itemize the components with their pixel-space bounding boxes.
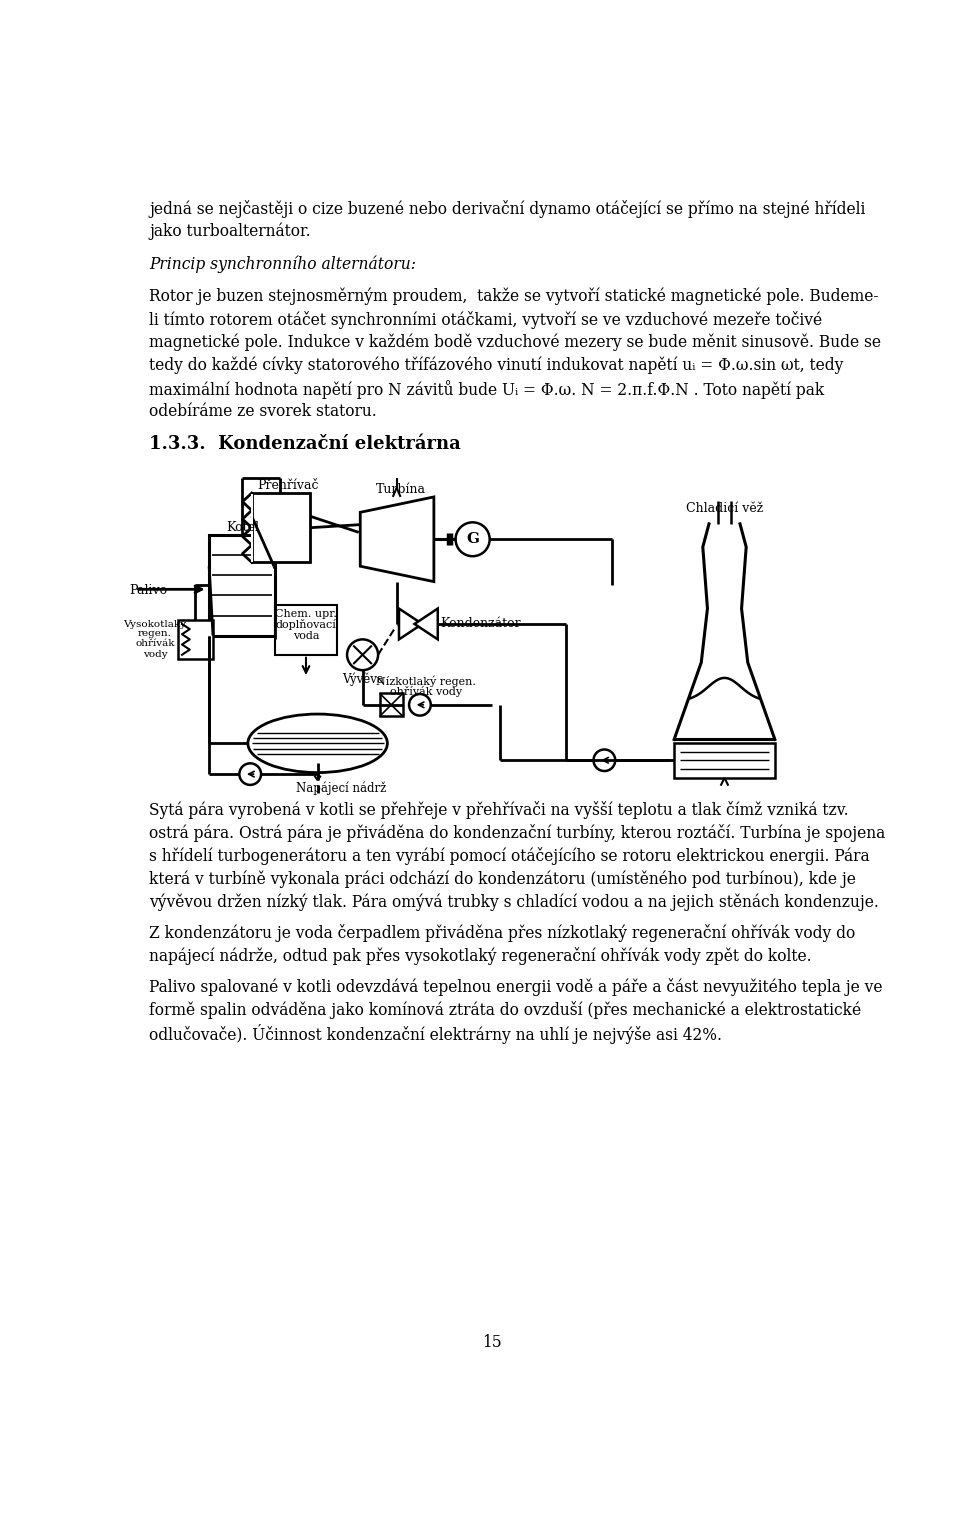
Text: Chladicí věž: Chladicí věž (685, 503, 763, 515)
Text: Sytá pára vyrobená v kotli se přehřeje v přehřívači na vyšší teplotu a tlak čímž: Sytá pára vyrobená v kotli se přehřeje v… (150, 801, 849, 819)
Text: která v turbíně vykonala práci odchází do kondenzátoru (umístěného pod turbínou): která v turbíně vykonala práci odchází d… (150, 870, 856, 888)
Text: Princip synchronního alternátoru:: Princip synchronního alternátoru: (150, 256, 417, 273)
Text: ostrá pára. Ostrá pára je přiváděna do kondenzační turbíny, kterou roztáčí. Turb: ostrá pára. Ostrá pára je přiváděna do k… (150, 824, 886, 842)
Text: magnetické pole. Indukce v každém bodě vzduchové mezery se bude měnit sinusově. : magnetické pole. Indukce v každém bodě v… (150, 334, 881, 352)
Text: vody: vody (143, 649, 167, 658)
Bar (275, 605, 337, 655)
Text: Chem. upr.: Chem. upr. (276, 609, 337, 618)
Bar (674, 743, 775, 778)
Text: ohřívák: ohřívák (135, 640, 175, 649)
Text: Kondenzátor: Kondenzátor (440, 617, 520, 631)
Text: odlučovače). Účinnost kondenzační elektrárny na uhlí je nejvýše asi 42%.: odlučovače). Účinnost kondenzační elektr… (150, 1025, 723, 1045)
Text: Kotel: Kotel (227, 521, 260, 535)
Circle shape (593, 749, 615, 771)
Text: Turbína: Turbína (375, 483, 425, 495)
Circle shape (409, 694, 431, 716)
Text: Palivo: Palivo (130, 583, 167, 597)
Text: tedy do každé cívky statorového třífázového vinutí indukovat napětí uᵢ = Φ.ω.sin: tedy do každé cívky statorového třífázov… (150, 356, 844, 375)
Polygon shape (415, 609, 438, 640)
Text: Přehřívač: Přehřívač (257, 478, 319, 492)
Text: G: G (467, 532, 479, 547)
Text: doplňovací: doplňovací (276, 620, 336, 631)
Text: Z kondenzátoru je voda čerpadlem přiváděna přes nízkotlaký regenerační ohřívák v: Z kondenzátoru je voda čerpadlem přivádě… (150, 924, 855, 943)
Text: Vývěva: Vývěva (342, 673, 383, 687)
Text: odebíráme ze svorek statoru.: odebíráme ze svorek statoru. (150, 404, 377, 420)
Bar (179, 620, 213, 658)
Text: ohřívák vody: ohřívák vody (390, 687, 462, 698)
Ellipse shape (248, 714, 388, 772)
Text: li tímto rotorem otáčet synchronními otáčkami, vytvoří se ve vzduchové mezeře to: li tímto rotorem otáčet synchronními otá… (150, 311, 823, 329)
Polygon shape (399, 609, 422, 640)
Text: Napájecí nádrž: Napájecí nádrž (296, 781, 386, 795)
Text: Palivo spalované v kotli odevzdává tepelnou energii vodě a páře a část nevyužité: Palivo spalované v kotli odevzdává tepel… (150, 978, 883, 996)
Text: maximální hodnota napětí pro N závitů bude Uᵢ = Φ.ω. N = 2.π.f.Φ.N . Toto napětí: maximální hodnota napětí pro N závitů bu… (150, 379, 825, 399)
Circle shape (456, 522, 490, 556)
Text: Vysokotlaký: Vysokotlaký (124, 620, 186, 629)
Text: voda: voda (293, 631, 320, 641)
Polygon shape (360, 496, 434, 582)
Bar (252, 493, 310, 562)
Circle shape (239, 763, 261, 784)
Text: Rotor je buzen stejnosměrným proudem,  takže se vytvoří statické magnetické pole: Rotor je buzen stejnosměrným proudem, ta… (150, 288, 879, 305)
Text: vývěvou držen nízký tlak. Pára omývá trubky s chladící vodou a na jejich stěnách: vývěvou držen nízký tlak. Pára omývá tru… (150, 894, 879, 911)
Text: jako turboalternátor.: jako turboalternátor. (150, 222, 311, 241)
Bar (209, 536, 275, 635)
Text: napájecí nádrže, odtud pak přes vysokotlaký regenerační ohřívák vody zpět do kol: napájecí nádrže, odtud pak přes vysokotl… (150, 947, 812, 966)
Text: 1.3.3.  Kondenzační elektrárna: 1.3.3. Kondenzační elektrárna (150, 436, 461, 454)
Bar (379, 693, 403, 716)
Text: Nízkotlaký regen.: Nízkotlaký regen. (376, 676, 476, 687)
Circle shape (348, 640, 378, 670)
Text: s hřídelí turbogenerátoru a ten vyrábí pomocí otáčejícího se rotoru elektrickou : s hřídelí turbogenerátoru a ten vyrábí p… (150, 847, 870, 865)
Text: 15: 15 (482, 1334, 502, 1351)
Bar (251, 493, 253, 562)
Text: regen.: regen. (138, 629, 172, 638)
Text: formě spalin odváděna jako komínová ztráta do ovzduší (přes mechanické a elektro: formě spalin odváděna jako komínová ztrá… (150, 1001, 861, 1019)
Text: jedná se nejčastěji o cize buzené nebo derivační dynamo otáčející se přímo na st: jedná se nejčastěji o cize buzené nebo d… (150, 200, 866, 218)
